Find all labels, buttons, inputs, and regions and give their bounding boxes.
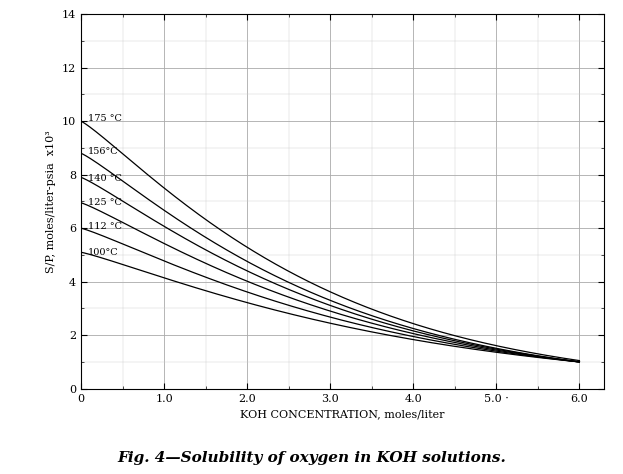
Text: 156°C: 156°C — [88, 147, 118, 156]
X-axis label: KOH CONCENTRATION, moles/liter: KOH CONCENTRATION, moles/liter — [240, 409, 445, 419]
Text: 112 °C: 112 °C — [88, 222, 121, 231]
Text: 175 °C: 175 °C — [88, 114, 121, 123]
Text: 140 °C: 140 °C — [88, 174, 121, 183]
Text: 100°C: 100°C — [88, 248, 118, 257]
Text: Fig. 4—Solubility of oxygen in KOH solutions.: Fig. 4—Solubility of oxygen in KOH solut… — [117, 450, 506, 465]
Text: 125 °C: 125 °C — [88, 198, 121, 207]
Y-axis label: S/P, moles/liter-psia  x10³: S/P, moles/liter-psia x10³ — [46, 130, 56, 273]
